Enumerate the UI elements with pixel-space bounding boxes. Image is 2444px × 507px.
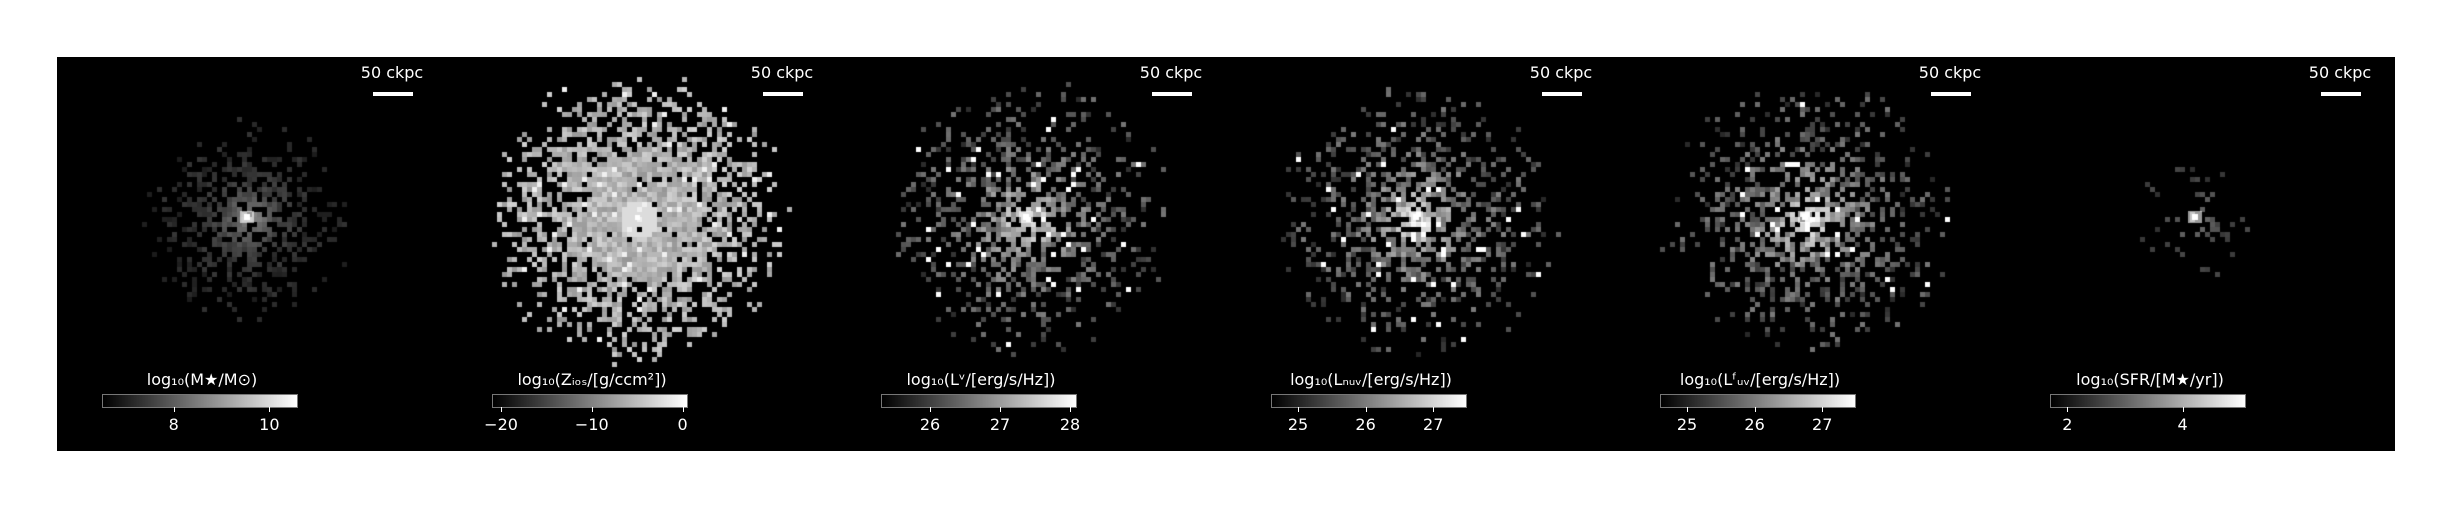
scale-bar-label: 50 ckpc (750, 63, 814, 82)
colorbar-tick (1070, 407, 1071, 412)
colorbar-title: log₁₀(Lᵛ/[erg/s/Hz]) (906, 370, 1056, 389)
colorbar-tick-label: 26 (919, 415, 941, 434)
colorbar-title: log₁₀(M★/M⊙) (146, 370, 258, 389)
scale-bar-label: 50 ckpc (1529, 63, 1593, 82)
map-panel-lum_v: 50 ckpc log₁₀(Lᵛ/[erg/s/Hz]) 26 27 28 (836, 57, 1224, 451)
colorbar-tick (1433, 407, 1435, 412)
colorbar-tick-label: 2 (2062, 415, 2073, 434)
colorbar-tick (2182, 407, 2184, 412)
scale-bar-label: 50 ckpc (360, 63, 424, 82)
colorbar-tick-label: 27 (1812, 415, 1833, 434)
scale-bar-line (2321, 92, 2361, 96)
colorbar-gradient (2050, 394, 2246, 408)
colorbar-tick-label: 27 (1423, 415, 1444, 434)
pixel-map (57, 57, 445, 451)
colorbar-tick-label: 4 (2177, 415, 2188, 434)
scale-bar-line (1542, 92, 1582, 96)
scale-bar-label: 50 ckpc (1139, 63, 1203, 82)
colorbar-tick (1687, 407, 1689, 412)
colorbar-tick-label: 25 (1287, 415, 1309, 434)
scale-bar-label: 50 ckpc (2308, 63, 2372, 82)
colorbar-tick-label: −10 (574, 415, 609, 434)
pixel-map (2005, 57, 2393, 451)
colorbar-tick (1298, 407, 1300, 412)
colorbar-ticks: 26 27 28 (881, 407, 1081, 437)
pixel-map (447, 57, 835, 451)
colorbar-ticks: 8 10 (102, 407, 298, 437)
colorbar-gradient (492, 394, 688, 408)
colorbar-tick-label: 0 (677, 415, 688, 434)
scale-bar-line (1152, 92, 1192, 96)
map-panel-metals: 50 ckpc log₁₀(Zᵢₒₛ/[g/ccm²]) −20 −10 0 (447, 57, 835, 451)
colorbar-gradient (1271, 394, 1467, 408)
colorbar-title: log₁₀(Zᵢₒₛ/[g/ccm²]) (517, 370, 667, 389)
colorbar: log₁₀(Lᶠᵤᵥ/[erg/s/Hz]) 25 26 27 (1660, 370, 1860, 440)
colorbar-ticks: 25 26 27 (1271, 407, 1467, 437)
colorbar-tick (501, 407, 503, 412)
colorbar-tick (1754, 407, 1756, 412)
colorbar-tick (2067, 407, 2069, 412)
colorbar-tick-label: 26 (1355, 415, 1376, 434)
scale-bar: 50 ckpc (747, 63, 817, 103)
colorbar: log₁₀(Lᵛ/[erg/s/Hz]) 26 27 28 (881, 370, 1081, 440)
colorbar-tick (682, 407, 684, 412)
colorbar-title: log₁₀(SFR/[M★/yr]) (2076, 370, 2224, 389)
colorbar-tick (1365, 407, 1367, 412)
colorbar-tick (173, 407, 175, 412)
colorbar-gradient (881, 394, 1077, 408)
map-panel-lum_fuv: 50 ckpc log₁₀(Lᶠᵤᵥ/[erg/s/Hz]) 25 26 27 (1615, 57, 2003, 451)
colorbar-tick (591, 407, 593, 412)
colorbar-tick-label: 26 (1744, 415, 1765, 434)
scale-bar: 50 ckpc (1915, 63, 1985, 103)
colorbar-ticks: 25 26 27 (1660, 407, 1856, 437)
colorbar-ticks: −20 −10 0 (484, 407, 688, 437)
image-strip: 50 ckpc log₁₀(M★/M⊙) 8 10 50 ckpc log₁₀(Z… (57, 57, 2395, 451)
scale-bar: 50 ckpc (357, 63, 427, 103)
colorbar-tick (1000, 407, 1001, 412)
pixel-map (1615, 57, 2003, 451)
pixel-map (1226, 57, 1614, 451)
colorbar-gradient (102, 394, 298, 408)
colorbar-title: log₁₀(Lᶠᵤᵥ/[erg/s/Hz]) (1679, 370, 1841, 389)
colorbar-tick-label: 10 (259, 415, 280, 434)
scale-bar: 50 ckpc (1136, 63, 1206, 103)
colorbar-title: log₁₀(Lₙᵤᵥ/[erg/s/Hz]) (1290, 370, 1452, 389)
colorbar-tick (1822, 407, 1824, 412)
colorbar-tick (930, 407, 931, 412)
map-panel-lum_nuv: 50 ckpc log₁₀(Lₙᵤᵥ/[erg/s/Hz]) 25 26 27 (1226, 57, 1614, 451)
colorbar-tick-label: 27 (989, 415, 1011, 434)
colorbar: log₁₀(M★/M⊙) 8 10 (102, 370, 302, 440)
colorbar-tick-label: 25 (1676, 415, 1698, 434)
scale-bar-line (373, 92, 413, 96)
colorbar-gradient (1660, 394, 1856, 408)
scale-bar: 50 ckpc (1526, 63, 1596, 103)
colorbar-tick-label: −20 (484, 415, 518, 434)
colorbar-tick-label: 28 (1059, 415, 1081, 434)
scale-bar-label: 50 ckpc (1918, 63, 1982, 82)
pixel-map (836, 57, 1224, 451)
map-panel-mass: 50 ckpc log₁₀(M★/M⊙) 8 10 (57, 57, 445, 451)
colorbar: log₁₀(Zᵢₒₛ/[g/ccm²]) −20 −10 0 (484, 370, 692, 440)
scale-bar-line (763, 92, 803, 96)
scale-bar: 50 ckpc (2305, 63, 2375, 103)
colorbar-tick (269, 407, 271, 412)
scale-bar-line (1931, 92, 1971, 96)
colorbar: log₁₀(Lₙᵤᵥ/[erg/s/Hz]) 25 26 27 (1271, 370, 1471, 440)
colorbar-tick-label: 8 (168, 415, 179, 434)
